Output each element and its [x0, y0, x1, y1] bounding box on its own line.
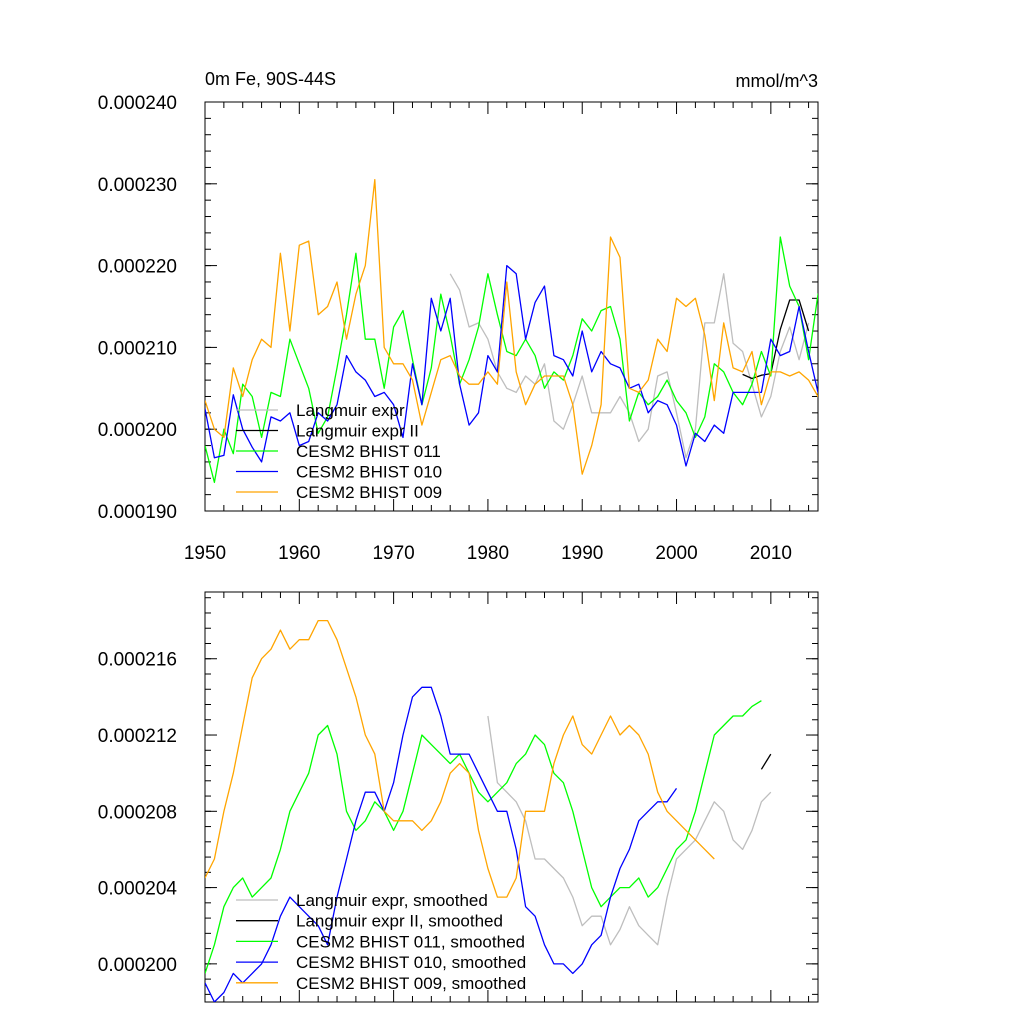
x-tick-label: 1990	[561, 543, 603, 564]
y-tick-label: 0.000210	[98, 338, 177, 359]
units-label: mmol/m^3	[736, 71, 818, 91]
legend-entry: CESM2 BHIST 009, smoothed	[296, 974, 526, 993]
series-line-langmuir-expr-smoothed	[487, 715, 772, 946]
plot-frame	[204, 591, 819, 1003]
series-line-cesm2-bhist-009-smoothed	[205, 619, 715, 898]
legend-entry: CESM2 BHIST 009	[296, 483, 442, 502]
y-tick-label: 0.000230	[98, 175, 177, 196]
series-group	[205, 179, 818, 484]
y-tick-label: 0.000190	[98, 502, 177, 523]
legend: Langmuir expr, smoothed Langmuir expr II,…	[236, 891, 526, 993]
y-tick-label: 0.000220	[98, 257, 177, 278]
series-line-cesm2-bhist-010	[205, 264, 818, 467]
legend-entry: Langmuir expr II, smoothed	[296, 912, 503, 931]
legend-entry: CESM2 BHIST 010	[296, 463, 442, 482]
x-axis-ticks	[204, 592, 810, 1002]
x-tick-label: 2000	[655, 543, 697, 564]
bottom-panel: 0.000200 0.000204 0.000208 0.000212 0.000216…	[98, 591, 819, 1003]
top-panel: 0.000190 0.000200 0.000210 0.000220 0.000230…	[98, 69, 819, 564]
legend-entry: CESM2 BHIST 011	[296, 442, 441, 461]
series-line-langmuir-expr-ii-smoothed	[760, 753, 772, 770]
chart-title: 0m Fe, 90S-44S	[205, 69, 336, 89]
y-axis-ticks	[205, 101, 818, 512]
plot-frame	[204, 101, 819, 512]
x-tick-label: 1980	[467, 543, 509, 564]
y-tick-label: 0.000240	[98, 93, 177, 114]
y-tick-label: 0.000208	[98, 802, 177, 823]
y-tick-label: 0.000216	[98, 650, 177, 671]
legend-entry: CESM2 BHIST 010, smoothed	[296, 953, 526, 972]
series-line-cesm2-bhist-009	[205, 179, 818, 475]
y-tick-label: 0.000200	[98, 955, 177, 976]
series-line-cesm2-bhist-010-smoothed	[205, 686, 678, 1002]
x-tick-label: 1960	[278, 543, 320, 564]
x-axis-ticks	[204, 102, 810, 511]
y-tick-label: 0.000200	[98, 420, 177, 441]
legend-entry: CESM2 BHIST 011, smoothed	[296, 932, 525, 951]
legend-entry: Langmuir expr, smoothed	[296, 891, 488, 910]
series-line-cesm2-bhist-011-smoothed	[205, 700, 762, 974]
y-tick-label: 0.000212	[98, 726, 177, 747]
series-line-cesm2-bhist-011	[205, 236, 818, 484]
series-group	[205, 619, 772, 1002]
x-tick-label: 1970	[372, 543, 414, 564]
x-tick-label: 2010	[750, 543, 792, 564]
x-tick-label: 1950	[184, 543, 226, 564]
legend-entry: Langmuir expr II	[296, 422, 419, 441]
legend-entry: Langmuir expr	[296, 401, 405, 420]
series-line-langmuir-expr	[449, 273, 810, 459]
y-tick-label: 0.000204	[98, 879, 178, 900]
